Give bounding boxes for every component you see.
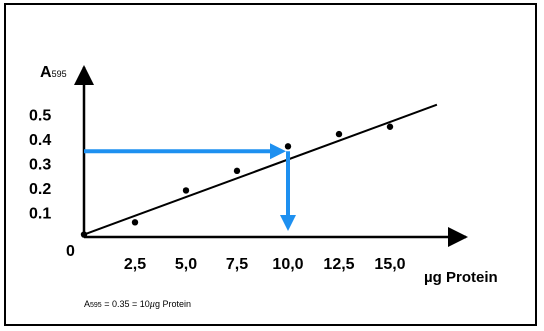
reading-arrows — [84, 143, 296, 231]
note-a: A — [84, 299, 90, 309]
x-tick-label: 2,5 — [124, 256, 146, 273]
y-tick-label: 0.5 — [29, 108, 51, 125]
y-tick-label: 0.3 — [29, 157, 51, 174]
fit-line — [83, 103, 438, 236]
reading-note: A595 = 0.35 = 10µg Protein — [84, 299, 191, 309]
note-equation: = 0.35 = 10 — [102, 299, 150, 309]
note-a-subscript: 595 — [90, 302, 102, 309]
note-unit: g Protein — [155, 299, 191, 309]
y-tick-label: 0.1 — [29, 206, 51, 223]
x-tick-label: 10,0 — [272, 256, 303, 273]
data-point — [131, 219, 139, 226]
x-axis-label: µg Protein — [424, 269, 498, 286]
y-axis-label-subscript: 595 — [52, 69, 67, 79]
x-tick-label: 7,5 — [226, 256, 248, 273]
chart-frame — [4, 3, 537, 326]
reading-arrowhead-vertical — [280, 215, 296, 231]
data-point — [233, 167, 241, 175]
note-mu: µ — [150, 299, 155, 309]
data-point — [335, 130, 343, 138]
data-point — [80, 231, 88, 238]
y-axis-label: A595 — [40, 64, 67, 81]
data-point — [182, 187, 190, 194]
y-tick-labels: 0.1 0.2 0.3 0.4 0.5 — [29, 108, 51, 223]
y-axis-label-main: A — [40, 64, 52, 81]
reading-arrowhead-horizontal — [270, 143, 286, 160]
x-tick-labels: 2,5 5,0 7,5 10,0 12,5 15,0 — [124, 256, 406, 273]
y-tick-label: 0.4 — [29, 132, 51, 149]
x-tick-label: 12,5 — [323, 256, 354, 273]
y-tick-label: 0.2 — [29, 181, 51, 198]
origin-label: 0 — [66, 243, 75, 260]
x-tick-label: 5,0 — [175, 256, 197, 273]
data-points — [80, 123, 394, 238]
x-tick-label: 15,0 — [374, 256, 405, 273]
data-point — [284, 143, 292, 150]
data-point — [386, 123, 394, 130]
